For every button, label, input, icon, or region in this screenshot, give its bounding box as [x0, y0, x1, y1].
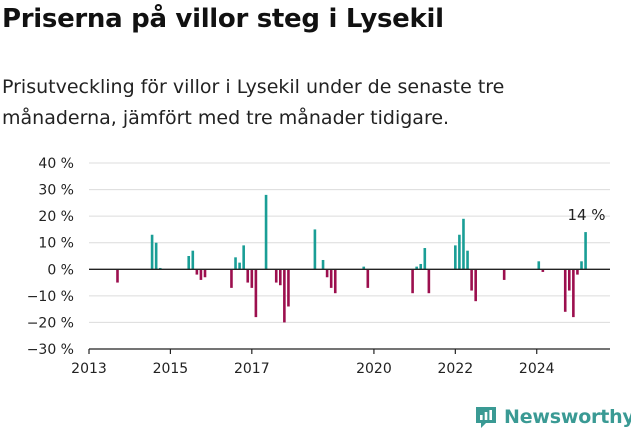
bar [458, 234, 461, 270]
bar [313, 229, 317, 270]
bar [572, 269, 575, 318]
bar [154, 242, 158, 270]
y-tick-label: 10 % [38, 236, 74, 252]
bar [274, 269, 278, 283]
x-tick-label: 2015 [153, 361, 189, 377]
bar [199, 269, 203, 280]
bar [366, 269, 370, 288]
bar [563, 269, 567, 312]
bar [242, 245, 245, 270]
bar [502, 269, 506, 280]
bar [474, 269, 477, 302]
bar [246, 269, 250, 283]
bar-chart: 40 % 30 % 20 % 10 % 0 % −10 % −20 % −30 % 2013 20… [27, 156, 610, 377]
bar [187, 256, 191, 270]
x-tick-label: 2017 [234, 361, 270, 377]
bar [279, 269, 282, 286]
bar [250, 269, 254, 288]
bar [333, 269, 337, 294]
y-tick-label: 20 % [38, 209, 74, 225]
bar [287, 269, 290, 307]
y-tick-label: 0 % [47, 262, 74, 278]
bar [283, 269, 286, 323]
y-tick-label: −30 % [27, 342, 74, 358]
bar [195, 269, 199, 275]
bar [116, 269, 119, 283]
bar [576, 269, 579, 275]
y-tick-label: 40 % [38, 156, 74, 172]
bar [411, 269, 414, 294]
x-tick-label: 2013 [71, 361, 107, 377]
chart-subtitle: Prisutveckling för villor i Lysekil unde… [2, 76, 505, 129]
newsworthy-logo-icon [476, 407, 496, 428]
bar [191, 250, 195, 270]
bar [454, 245, 457, 270]
bar [537, 261, 541, 270]
bar [462, 218, 465, 270]
bar [203, 269, 207, 278]
x-tick-label: 2024 [519, 361, 555, 377]
x-tick-label: 2020 [356, 361, 392, 377]
bar [427, 269, 431, 294]
bar [580, 261, 583, 270]
bar [321, 259, 325, 270]
bar [254, 269, 258, 318]
brand: Newsworthy [474, 405, 631, 429]
bar [362, 266, 366, 270]
chart-title: Priserna på villor steg i Lysekil [2, 4, 444, 34]
bar [238, 262, 241, 270]
bar [329, 269, 333, 288]
x-tick-label: 2022 [438, 361, 474, 377]
bar [234, 257, 237, 270]
bar [423, 248, 427, 270]
bar [325, 269, 329, 278]
bar [541, 269, 545, 272]
y-tick-label: 30 % [38, 183, 74, 199]
bar [150, 234, 154, 270]
bar [419, 263, 423, 270]
y-tick-label: −20 % [27, 315, 74, 331]
bar [230, 269, 233, 288]
bar-annotation: 14 % [567, 206, 605, 224]
bar [466, 250, 469, 270]
y-tick-label: −10 % [27, 289, 74, 305]
bar [584, 232, 587, 270]
bar [470, 269, 473, 291]
bar [415, 266, 418, 270]
brand-name: Newsworthy [504, 406, 631, 428]
bar [567, 269, 571, 291]
bar [264, 194, 268, 270]
